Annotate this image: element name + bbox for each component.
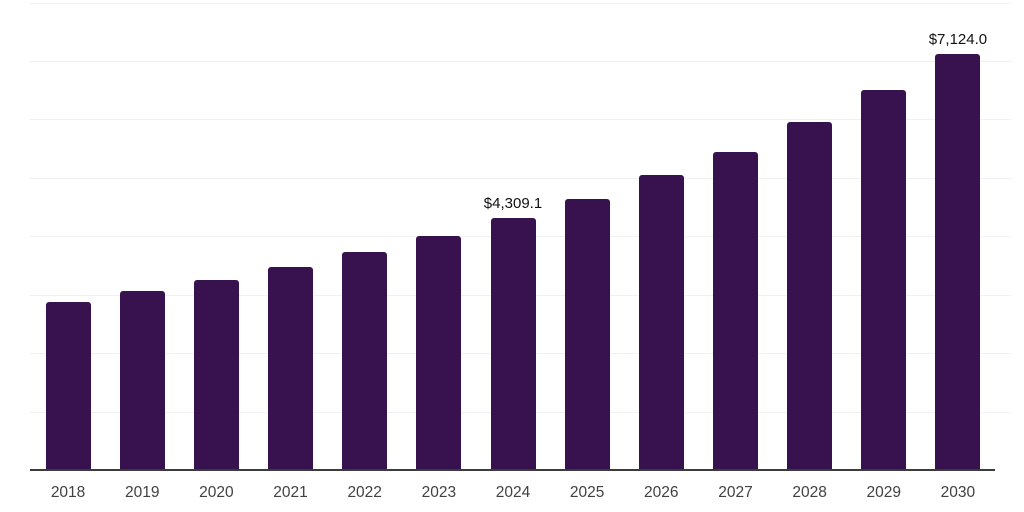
- x-tick-label-2018: 2018: [50, 484, 86, 501]
- bar-value-label-2030: $7,124.0: [928, 30, 988, 48]
- x-tick-label-2023: 2023: [421, 484, 457, 501]
- bar-2024: [490, 218, 536, 470]
- x-tick-label-2026: 2026: [644, 484, 679, 501]
- x-tick-label-2019: 2019: [124, 484, 160, 501]
- bar-2023: [416, 235, 462, 470]
- bar-value-label-2024: $4,309.1: [483, 195, 543, 213]
- bar-2026: [638, 175, 684, 470]
- x-tick-label-2028: 2028: [792, 484, 827, 501]
- x-tick-label-2027: 2027: [718, 484, 753, 501]
- x-axis-line: [30, 469, 995, 471]
- x-tick-label-2020: 2020: [199, 484, 234, 501]
- x-tick-label-2025: 2025: [569, 484, 605, 501]
- gridline: [30, 119, 1012, 121]
- bar-2030: [935, 53, 981, 470]
- x-tick-label-2024: 2024: [495, 484, 531, 501]
- bar-2020: [193, 280, 239, 470]
- bar-2029: [861, 90, 907, 470]
- x-tick-label-2021: 2021: [273, 484, 308, 501]
- x-tick-label-2029: 2029: [866, 484, 901, 501]
- x-tick-label-2030: 2030: [940, 484, 976, 501]
- bar-2021: [268, 267, 314, 470]
- bar-2019: [119, 291, 165, 470]
- gridline: [30, 2, 1012, 4]
- bar-2025: [564, 198, 610, 470]
- bar-2018: [45, 301, 91, 470]
- bar-2028: [787, 122, 833, 470]
- bar-2027: [712, 151, 758, 470]
- x-tick-label-2022: 2022: [347, 484, 382, 501]
- gridline: [30, 177, 1012, 179]
- bar-2022: [342, 251, 388, 470]
- gridline: [30, 60, 1012, 62]
